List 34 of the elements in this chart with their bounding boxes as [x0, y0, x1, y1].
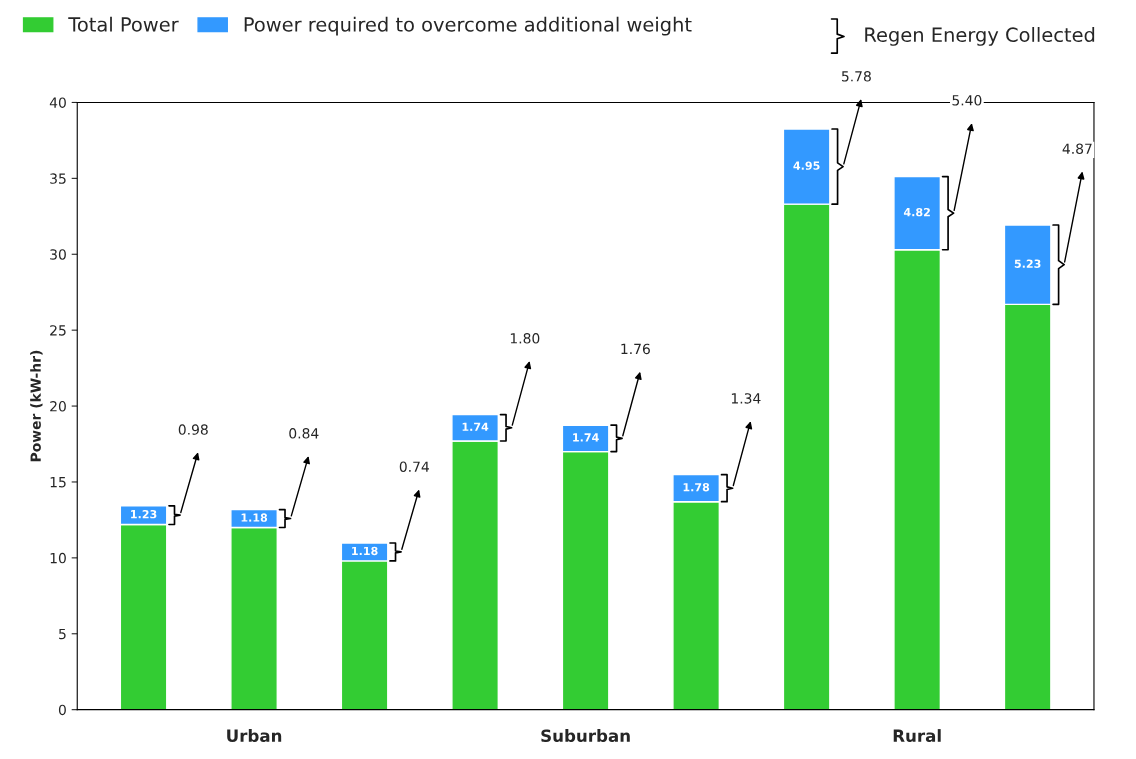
annotation: 0.84	[289, 428, 319, 439]
y-tick-label: 0	[58, 704, 66, 716]
annotation: 5.40	[952, 95, 982, 106]
data-label: 1.23	[131, 509, 157, 519]
data-label: 1.18	[352, 546, 378, 556]
y-tick-label: 5	[59, 628, 66, 640]
annotation: 1.80	[510, 333, 540, 344]
y-tick-label: 15	[50, 477, 66, 488]
annotation: 1.34	[731, 393, 761, 404]
x-tick-label: Suburban	[541, 729, 630, 743]
annotation: 4.87	[1062, 143, 1092, 154]
y-tick-label: 25	[50, 325, 66, 336]
y-tick-label: 20	[50, 401, 66, 412]
annotation: 0.98	[178, 424, 208, 435]
data-label: 4.95	[793, 161, 820, 170]
y-tick-label: 40	[49, 97, 66, 108]
data-label: 1.78	[683, 483, 710, 492]
x-tick-label: Urban	[227, 729, 282, 743]
y-axis-title: Power (kW-hr)	[30, 350, 43, 462]
text: 5.78	[841, 71, 871, 82]
data-label: 5.23	[1014, 259, 1041, 268]
y-tick-label: 30	[50, 249, 66, 260]
y-tick-label: 35	[50, 173, 66, 184]
data-label: 1.74	[462, 422, 489, 431]
data-label: 1.18	[241, 513, 268, 522]
annotation: 1.76	[621, 343, 650, 355]
text: Regen Energy Collected	[865, 27, 1095, 46]
x-tick-label: Rural	[893, 729, 941, 743]
data-label: 1.74	[573, 433, 599, 442]
y-tick-label: 10	[50, 552, 66, 564]
data-label: 4.82	[903, 207, 930, 217]
legend-label: Total Power	[68, 16, 179, 32]
annotation: 0.74	[399, 461, 429, 472]
legend-label: Power required to overcome additional weight	[244, 16, 692, 36]
